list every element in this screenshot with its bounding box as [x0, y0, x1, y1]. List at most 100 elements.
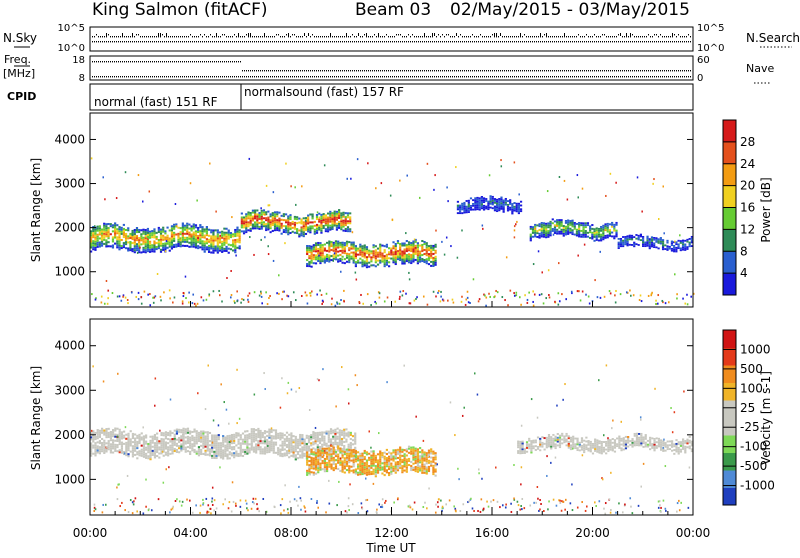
velocity-cell — [178, 445, 180, 447]
nave-point — [506, 76, 507, 77]
velocity-cell — [145, 455, 147, 457]
freq-point — [274, 70, 275, 71]
power-cell — [602, 238, 604, 240]
power-cell — [339, 250, 341, 252]
velocity-cell — [187, 430, 189, 432]
nsearch-point — [136, 41, 137, 42]
power-cell — [417, 242, 419, 244]
velocity-cell — [295, 446, 297, 448]
power-cell — [103, 225, 105, 227]
power-cell — [278, 226, 280, 228]
nsky-point — [268, 36, 269, 37]
power-cell — [498, 202, 500, 204]
power-cell — [338, 211, 340, 213]
nsky-point — [318, 36, 319, 37]
power-cell — [585, 230, 587, 232]
velocity-cell — [339, 442, 341, 444]
power-cell — [272, 220, 274, 222]
power-cell — [576, 231, 578, 233]
velocity-cell — [319, 454, 321, 456]
freq-point — [224, 61, 225, 62]
velocity-cell — [143, 448, 145, 450]
power-noise-cell — [249, 292, 251, 294]
power-cell — [261, 218, 263, 220]
nsearch-point — [592, 41, 593, 42]
power-cell — [552, 222, 554, 224]
velocity-cell — [253, 438, 255, 440]
power-cell — [204, 249, 206, 251]
power-cell — [392, 261, 394, 263]
freq-point — [428, 70, 429, 71]
nsearch-point — [234, 41, 235, 42]
power-cell — [212, 229, 214, 231]
power-cell — [567, 231, 569, 233]
nsearch-point — [290, 41, 291, 42]
freq-point — [616, 70, 617, 71]
power-cell — [110, 245, 112, 247]
velocity-cell — [266, 441, 268, 443]
power-cell — [234, 241, 236, 243]
power-cell — [243, 216, 245, 218]
velocity-cell — [229, 437, 231, 439]
velocity-cell — [220, 442, 222, 444]
velocity-cell — [301, 436, 303, 438]
power-cell — [408, 257, 410, 259]
power-cell — [607, 234, 609, 236]
nsky-point — [180, 36, 181, 37]
nsky-point — [346, 36, 347, 37]
power-cell — [582, 230, 584, 232]
velocity-cell — [233, 456, 235, 458]
power-cell — [308, 255, 310, 257]
power-cell — [329, 213, 331, 215]
velocity-cell — [185, 428, 187, 430]
power-cell — [107, 237, 109, 239]
power-cell — [346, 255, 348, 257]
freq-point — [142, 61, 143, 62]
power-cell — [212, 236, 214, 238]
nsky-spike — [520, 33, 521, 36]
freq-point — [312, 70, 313, 71]
velocity-cell — [165, 431, 167, 433]
power-cell — [311, 250, 313, 252]
velocity-cell — [145, 441, 147, 443]
nsky-point — [654, 34, 655, 35]
freq-point — [434, 70, 435, 71]
power-cell — [191, 246, 193, 248]
nave-point — [168, 76, 169, 77]
velocity-cell — [127, 447, 129, 449]
power-cell — [110, 225, 112, 227]
power-speckle-cell — [605, 195, 607, 197]
velocity-cell — [138, 450, 140, 452]
velocity-cell — [268, 449, 270, 451]
power-speckle-cell — [514, 229, 516, 231]
nsky-point — [508, 36, 509, 37]
power-cell — [496, 204, 498, 206]
power-cell — [219, 238, 221, 240]
nsearch-point — [182, 41, 183, 42]
power-cell — [336, 223, 338, 225]
power-noise-cell — [626, 291, 628, 293]
nsearch-tick-low: 10^0 — [697, 43, 724, 54]
power-cell — [538, 237, 540, 239]
power-cell — [397, 240, 399, 242]
velocity-cell — [301, 450, 303, 452]
power-cell — [215, 246, 217, 248]
power-cell — [306, 245, 308, 247]
power-cell — [175, 246, 177, 248]
power-cell — [138, 231, 140, 233]
power-cell — [136, 243, 138, 245]
power-cell — [173, 226, 175, 228]
velocity-cell — [229, 443, 231, 445]
power-noise-cell — [399, 298, 401, 300]
power-cell — [596, 235, 598, 237]
power-cell — [589, 227, 591, 229]
power-cell — [675, 241, 677, 243]
power-cell — [223, 238, 225, 240]
power-cell — [204, 245, 206, 247]
power-cell — [105, 243, 107, 245]
nsky-point — [452, 36, 453, 37]
power-cell — [123, 234, 125, 236]
power-cell — [114, 228, 116, 230]
freq-point — [150, 61, 151, 62]
power-cell — [520, 205, 522, 207]
